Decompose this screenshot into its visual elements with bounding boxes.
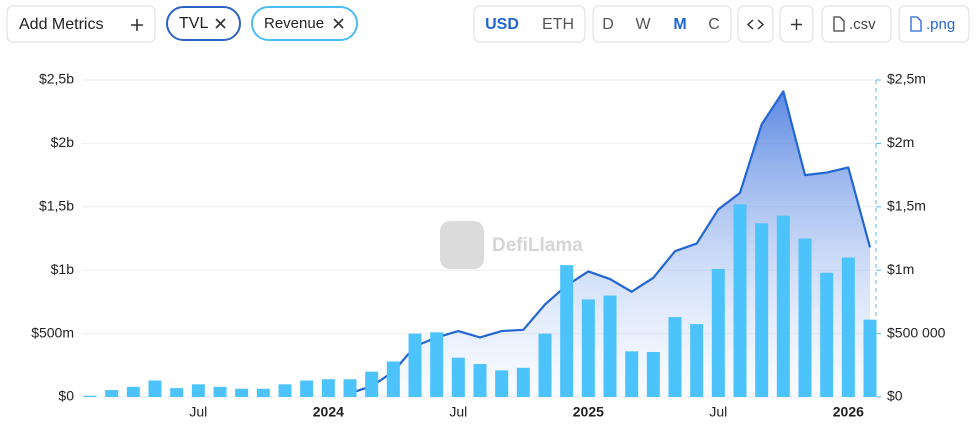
bar [776,215,790,397]
bar [603,295,617,397]
currency-option[interactable]: ETH [542,16,574,33]
period-group [592,5,732,43]
bar [755,223,769,397]
period-option[interactable]: D [602,16,614,33]
close-icon [333,18,344,29]
currency-option[interactable]: USD [485,16,519,33]
y2-tick-label: $0 [887,388,903,404]
bar [235,388,249,397]
period-option[interactable]: W [635,16,651,33]
y-tick-label: $0 [58,388,74,404]
add-button[interactable] [779,5,814,43]
bar [386,361,400,397]
bar [321,379,335,397]
bar [538,333,552,397]
metric-pill[interactable]: Revenue [251,6,358,41]
bar [256,388,270,397]
bar [343,379,357,397]
y2-tick-label: $1,5m [887,198,926,214]
bar [300,380,314,397]
bar [365,371,379,397]
plot: $0 $500m $1b $1,5b $2b $2,5b $0 $500 000 $1m $1,5… [31,71,945,420]
bar [278,384,292,397]
bar [83,395,97,397]
bar [733,204,747,397]
csv-label: .csv [849,16,876,33]
close-icon [215,18,226,29]
bar [820,272,834,397]
bar [690,324,704,397]
bar [646,351,660,397]
x-tick-label: 2026 [833,404,864,420]
bar [863,319,877,397]
x-tick-label: Jul [449,404,467,420]
y2-tick-label: $1m [887,261,914,277]
bar [560,265,574,397]
png-button[interactable]: .png [898,5,970,43]
y2-tick-label: $500 000 [887,324,946,340]
y-tick-label: $1,5b [39,198,74,214]
currency-group [473,5,586,43]
bar [625,351,639,397]
watermark: DefiLlama [440,221,583,269]
x-tick-label: 2025 [573,404,604,420]
y-tick-label: $2,5b [39,71,74,87]
metric-label: Revenue [264,15,324,32]
bar [126,386,140,397]
add-metrics-button[interactable]: Add Metrics [6,5,156,43]
bar [473,364,487,397]
bar [581,299,595,397]
y-tick-label: $2b [51,134,75,150]
metric-pill[interactable]: TVL [166,6,241,41]
bar [408,333,422,397]
x-tick-label: Jul [709,404,727,420]
embed-button[interactable] [737,5,774,43]
bar [451,357,465,397]
x-tick-label: Jul [189,404,207,420]
period-option[interactable]: M [673,16,686,33]
bar [213,386,227,397]
x-tick-label: 2024 [313,404,344,420]
bar [105,390,119,397]
bar [711,268,725,397]
csv-button[interactable]: .csv [821,5,892,43]
watermark-text: DefiLlama [492,235,583,256]
bar [148,380,162,397]
period-option[interactable]: C [708,16,720,33]
y-tick-label: $500m [31,324,74,340]
plus-icon [131,19,143,31]
add-metrics-label: Add Metrics [19,16,103,33]
metric-label: TVL [179,15,208,32]
bar [841,257,855,397]
bar [170,388,184,397]
y2-tick-label: $2,5m [887,71,926,87]
bar [516,367,530,397]
bar [798,238,812,397]
png-label: .png [926,16,955,33]
bar [191,384,205,397]
bar [430,332,444,397]
bar [495,370,509,397]
y2-tick-label: $2m [887,134,914,150]
bar [668,317,682,397]
y-tick-label: $1b [51,261,75,277]
